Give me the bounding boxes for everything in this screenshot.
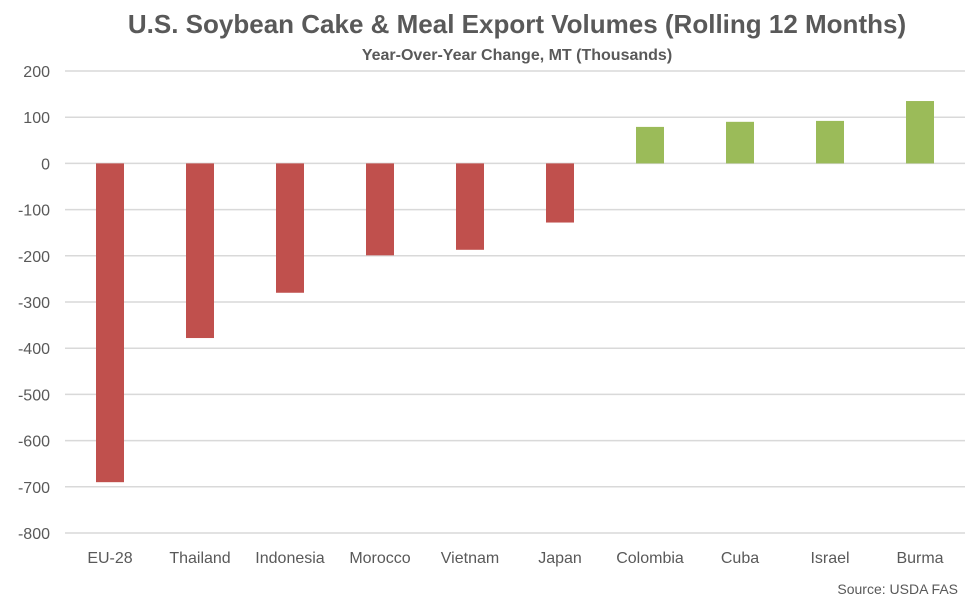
x-tick-label: Japan bbox=[538, 550, 582, 567]
x-tick-label: Morocco bbox=[349, 550, 410, 567]
y-tick-label: 0 bbox=[41, 156, 50, 173]
gridlines bbox=[65, 70, 965, 534]
y-tick-label: -700 bbox=[18, 480, 50, 497]
chart-subtitle: Year-Over-Year Change, MT (Thousands) bbox=[362, 47, 672, 64]
bar-thailand bbox=[186, 163, 214, 339]
y-tick-label: -500 bbox=[18, 387, 50, 404]
bar-morocco bbox=[366, 163, 394, 256]
x-tick-label: Israel bbox=[810, 550, 849, 567]
bar-indonesia bbox=[276, 163, 304, 293]
y-tick-label: -200 bbox=[18, 249, 50, 266]
y-axis-ticks: 200 100 0 -100 -200 -300 -400 -500 -600 -700 -800 bbox=[18, 64, 50, 543]
bar-cuba bbox=[726, 121, 754, 164]
source-note: Source: USDA FAS bbox=[837, 581, 958, 597]
bar-burma bbox=[906, 101, 934, 164]
bars bbox=[96, 101, 934, 483]
bar-vietnam bbox=[456, 163, 484, 250]
x-tick-label: Vietnam bbox=[441, 550, 499, 567]
y-tick-label: -100 bbox=[18, 203, 50, 220]
bar-israel bbox=[816, 120, 844, 164]
x-tick-label: Colombia bbox=[616, 550, 684, 567]
y-tick-label: -800 bbox=[18, 526, 50, 543]
x-tick-label: Burma bbox=[896, 550, 943, 567]
x-tick-label: Cuba bbox=[721, 550, 759, 567]
y-tick-label: 200 bbox=[23, 64, 50, 81]
bar-japan bbox=[546, 163, 574, 223]
x-tick-label: Indonesia bbox=[255, 550, 324, 567]
y-tick-label: -600 bbox=[18, 434, 50, 451]
y-tick-label: -400 bbox=[18, 341, 50, 358]
bar-eu-28 bbox=[96, 163, 124, 483]
y-tick-label: 100 bbox=[23, 110, 50, 127]
x-tick-label: Thailand bbox=[169, 550, 230, 567]
x-axis-ticks: EU-28 Thailand Indonesia Morocco Vietnam Japa… bbox=[87, 550, 943, 567]
chart-title: U.S. Soybean Cake & Meal Export Volumes … bbox=[128, 9, 906, 39]
y-tick-label: -300 bbox=[18, 295, 50, 312]
bar-colombia bbox=[636, 126, 664, 164]
x-tick-label: EU-28 bbox=[87, 550, 132, 567]
